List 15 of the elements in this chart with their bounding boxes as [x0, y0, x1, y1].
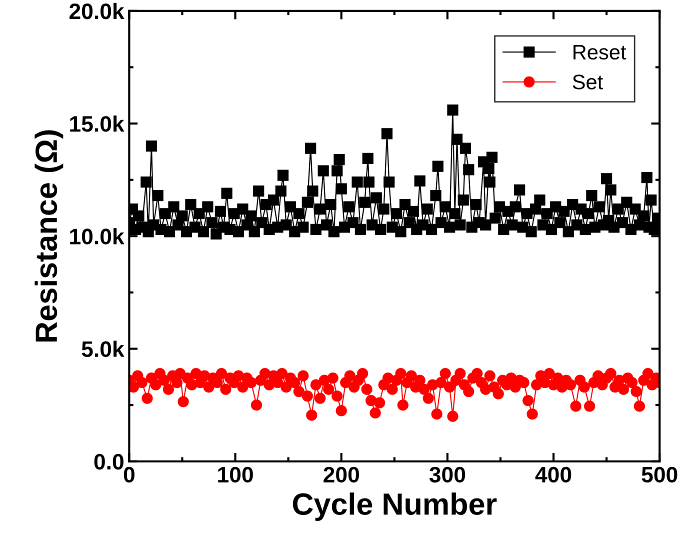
- y-tick-label: 10.0k: [70, 228, 124, 244]
- y-tick-label: 0.0: [94, 454, 124, 470]
- legend-label: Reset: [574, 45, 626, 60]
- y-axis-title: Resistance (Ω): [34, 130, 64, 342]
- x-tick-label: 400: [535, 466, 572, 483]
- y-tick-label: 20.0k: [70, 2, 124, 20]
- x-tick-label: 300: [429, 466, 466, 483]
- x-tick-label: 500: [642, 466, 678, 483]
- y-tick-label: 5.0k: [82, 340, 124, 358]
- x-axis-title: Cycle Number: [292, 492, 497, 521]
- x-tick-label: 200: [324, 466, 359, 483]
- x-tick-label: 0: [124, 466, 134, 483]
- legend-label: Set: [572, 74, 603, 90]
- y-tick-label: 15.0k: [70, 115, 124, 132]
- x-tick-label: 100: [218, 466, 253, 483]
